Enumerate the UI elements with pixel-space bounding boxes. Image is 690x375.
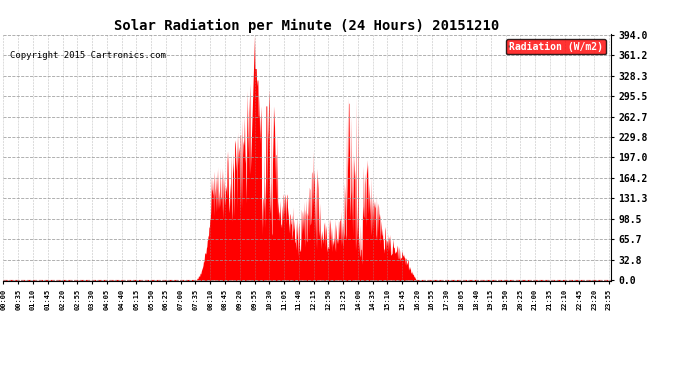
Text: Copyright 2015 Cartronics.com: Copyright 2015 Cartronics.com: [10, 51, 166, 60]
Title: Solar Radiation per Minute (24 Hours) 20151210: Solar Radiation per Minute (24 Hours) 20…: [115, 18, 500, 33]
Legend: Radiation (W/m2): Radiation (W/m2): [506, 39, 606, 54]
